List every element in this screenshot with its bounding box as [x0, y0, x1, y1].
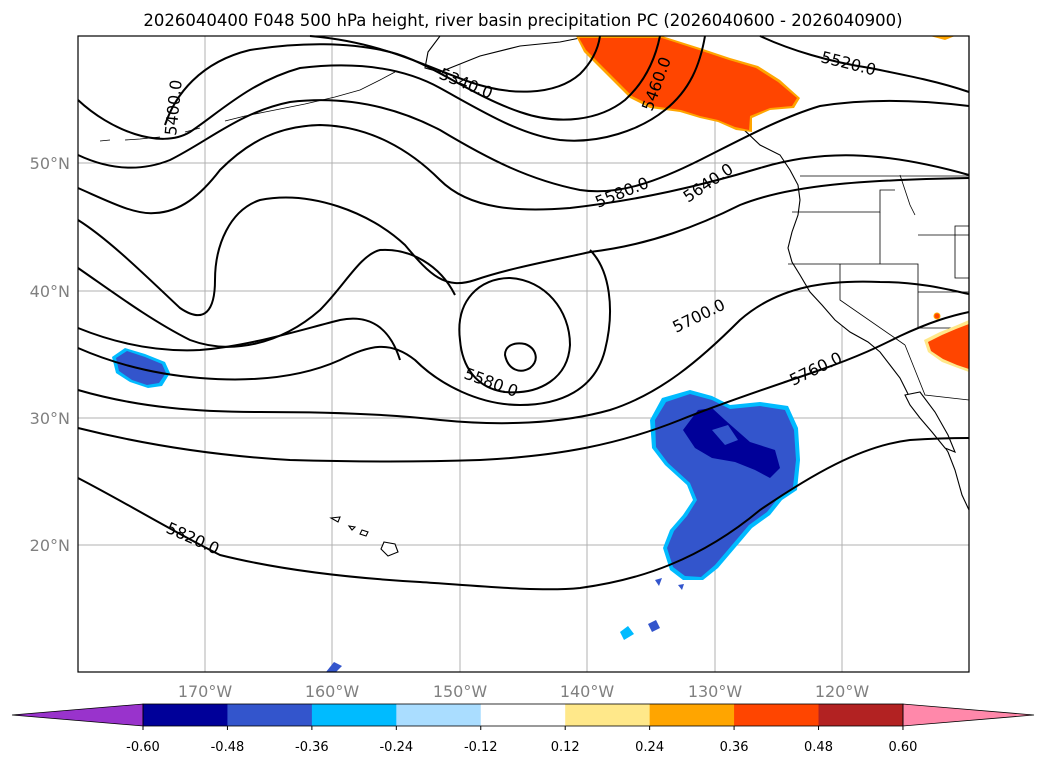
map-panel: 5340.0 5400.0 5460.0 5520.0 5580.0 5640.…: [77, 35, 970, 673]
lon-label-170w: 170°W: [178, 682, 233, 701]
colorbar-segment: [311, 704, 397, 726]
colorbar-tick-label: 0.48: [804, 740, 833, 755]
lon-label-150w: 150°W: [433, 682, 488, 701]
colorbar-extend-low: [11, 703, 144, 727]
map-title: 2026040400 F048 500 hPa height, river ba…: [143, 11, 902, 30]
colorbar-segment: [818, 704, 904, 726]
political-borders: [788, 174, 970, 401]
hawaiian-islands: [329, 516, 399, 557]
colorbar-tick-label: -0.12: [464, 740, 498, 755]
colorbar-segment: [734, 704, 820, 726]
longitude-labels: 170°W 160°W 150°W 140°W 130°W 120°W: [178, 682, 870, 701]
latitude-labels: 50°N 40°N 30°N 20°N: [30, 154, 70, 555]
orange-region-east: [928, 324, 969, 369]
height-contours: [77, 35, 970, 591]
colorbar: -0.60 -0.48 -0.36 -0.24 -0.12 0.12 0.24 0.36 0.4…: [11, 703, 1035, 755]
map-frame: [77, 35, 970, 673]
colorbar-tick-label: 0.36: [720, 740, 749, 755]
lon-label-160w: 160°W: [305, 682, 360, 701]
colorbar-segment: [649, 704, 735, 726]
colorbar-segment: [396, 704, 482, 726]
colorbar-segments: [143, 704, 904, 726]
colorbar-tick-label: -0.36: [295, 740, 329, 755]
lat-label-40n: 40°N: [30, 282, 70, 301]
alaska-coast: [424, 35, 591, 73]
colorbar-tick-label: -0.60: [126, 740, 160, 755]
graticule: [78, 36, 969, 672]
lat-label-20n: 20°N: [30, 536, 70, 555]
lon-label-120w: 120°W: [815, 682, 870, 701]
baja-peninsula: [904, 391, 957, 453]
colorbar-tick-label: 0.60: [888, 740, 917, 755]
dark-blue-core: [683, 408, 780, 478]
colorbar-segment: [565, 704, 651, 726]
lon-label-140w: 140°W: [560, 682, 615, 701]
lon-label-130w: 130°W: [688, 682, 743, 701]
colorbar-segment: [143, 704, 229, 726]
lat-label-30n: 30°N: [30, 409, 70, 428]
colorbar-tick-label: 0.12: [551, 740, 580, 755]
colorbar-frame: [142, 703, 904, 727]
colorbar-extend-high: [902, 703, 1035, 727]
colorbar-tick-label: -0.24: [379, 740, 413, 755]
colorbar-tick-label: -0.48: [211, 740, 245, 755]
colorbar-segment: [227, 704, 313, 726]
colorbar-ticks: -0.60 -0.48 -0.36 -0.24 -0.12 0.12 0.24 0.36 0.4…: [126, 726, 917, 755]
colorbar-tick-label: 0.24: [635, 740, 664, 755]
colorbar-segment: [480, 704, 566, 726]
lat-label-50n: 50°N: [30, 154, 70, 173]
